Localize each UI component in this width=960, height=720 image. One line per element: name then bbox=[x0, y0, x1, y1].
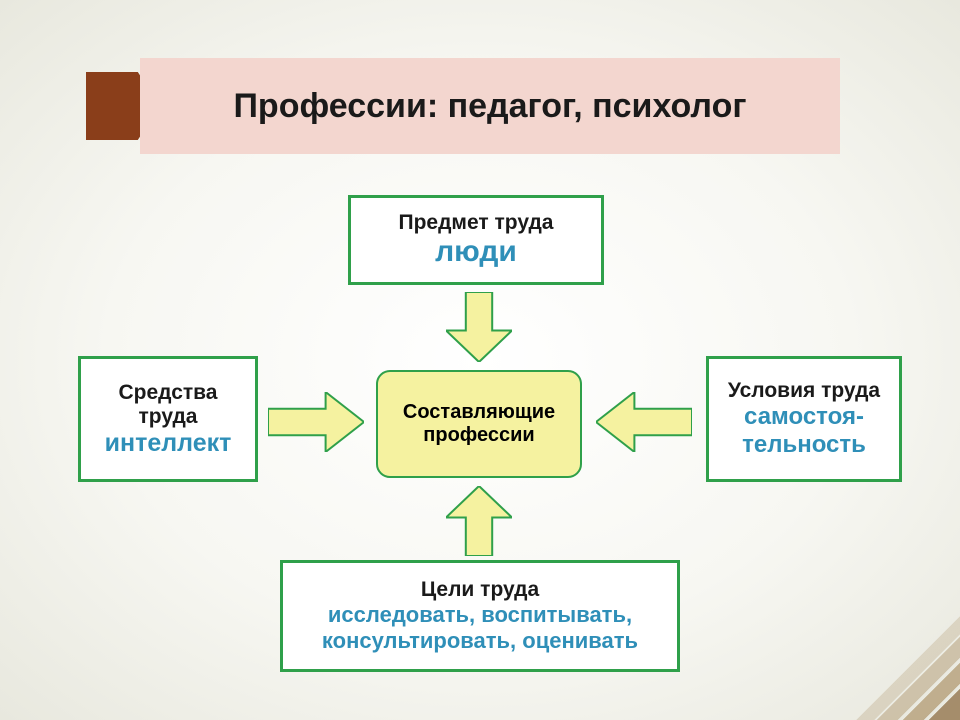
node-bottom-value-1: исследовать, воспитывать, bbox=[328, 602, 632, 628]
title-bar: Профессии: педагог, психолог bbox=[140, 58, 840, 154]
node-right-value-1: самостоя- bbox=[744, 403, 864, 431]
node-left-label-1: Средства bbox=[118, 381, 217, 405]
center-line2: профессии bbox=[423, 424, 534, 447]
node-top-label: Предмет труда bbox=[399, 211, 554, 235]
node-bottom: Цели труда исследовать, воспитывать, кон… bbox=[280, 560, 680, 672]
arrow-down-icon bbox=[446, 292, 512, 362]
node-left: Средства труда интеллект bbox=[78, 356, 258, 482]
node-left-label-2: труда bbox=[138, 405, 197, 429]
center-node: Составляющие профессии bbox=[376, 370, 582, 478]
node-right-value-2: тельность bbox=[742, 431, 866, 459]
arrow-right-icon bbox=[268, 392, 364, 452]
node-top: Предмет труда люди bbox=[348, 195, 604, 285]
corner-decoration bbox=[830, 590, 960, 720]
node-bottom-value-2: консультировать, оценивать bbox=[322, 628, 638, 654]
node-top-value: люди bbox=[435, 235, 517, 269]
page-title: Профессии: педагог, психолог bbox=[233, 87, 746, 126]
node-bottom-label: Цели труда bbox=[421, 578, 539, 602]
arrow-up-icon bbox=[446, 486, 512, 556]
node-left-value: интеллект bbox=[105, 429, 232, 458]
node-right: Условия труда самостоя- тельность bbox=[706, 356, 902, 482]
center-line1: Составляющие bbox=[403, 401, 555, 424]
arrow-left-icon bbox=[596, 392, 692, 452]
node-right-label: Условия труда bbox=[728, 379, 880, 403]
